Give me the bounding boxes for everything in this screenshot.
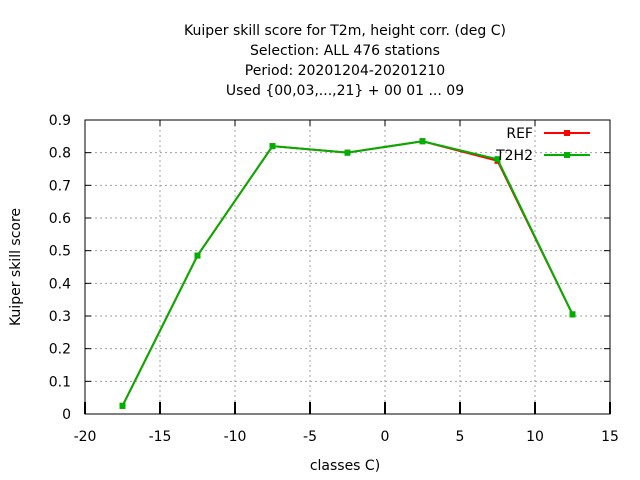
chart-title: Kuiper skill score for T2m, height corr.… — [184, 23, 506, 99]
legend-marker — [564, 152, 570, 158]
grid-lines — [85, 120, 610, 414]
data-point-t2h2 — [119, 402, 126, 409]
x-tick-label: -15 — [149, 429, 172, 445]
legend: REF T2H2 — [495, 126, 590, 164]
plot-frame — [84, 119, 611, 415]
x-tick-label: -10 — [224, 429, 247, 445]
legend-marker — [564, 130, 570, 136]
title-line: Period: 20201204-20201210 — [245, 63, 445, 79]
class-boundary-ticks — [84, 402, 611, 414]
y-tick-label: 0.3 — [49, 309, 71, 325]
x-tick-label: 15 — [601, 429, 619, 445]
data-point-t2h2 — [569, 311, 576, 318]
x-tick-labels: -20 -15 -10 -5 0 5 10 15 — [74, 429, 619, 445]
title-line: Selection: ALL 476 stations — [250, 43, 440, 59]
y-tick-label: 0 — [62, 407, 71, 423]
y-tick-label: 0.5 — [49, 244, 71, 260]
data-point-t2h2 — [419, 138, 426, 145]
series-line-t2h2 — [121, 140, 574, 407]
legend-label: REF — [506, 126, 533, 142]
title-line: Used {00,03,...,21} + 00 01 ... 09 — [226, 83, 464, 99]
x-axis-label: classes C) — [310, 458, 380, 474]
x-tick-label: 10 — [526, 429, 544, 445]
y-tick-label: 0.9 — [49, 113, 71, 129]
x-tick-label: 0 — [381, 429, 390, 445]
y-tick-label: 0.2 — [49, 342, 71, 358]
y-tick-label: 0.8 — [49, 146, 71, 162]
series-line-ref — [121, 140, 574, 407]
axis-ticks — [84, 119, 611, 415]
y-tick-label: 0.6 — [49, 211, 71, 227]
x-tick-label: -20 — [74, 429, 97, 445]
data-point-t2h2 — [494, 156, 501, 163]
y-tick-labels: 0 0.1 0.2 0.3 0.4 0.5 0.6 0.7 0.8 0.9 — [49, 113, 71, 423]
data-series — [119, 138, 576, 409]
title-line: Kuiper skill score for T2m, height corr.… — [184, 23, 506, 39]
y-tick-label: 0.7 — [49, 178, 71, 194]
x-tick-label: 5 — [456, 429, 465, 445]
data-point-t2h2 — [194, 252, 201, 259]
y-tick-label: 0.1 — [49, 374, 71, 390]
data-point-t2h2 — [344, 149, 351, 156]
data-point-t2h2 — [269, 143, 276, 150]
legend-label: T2H2 — [495, 148, 533, 164]
y-tick-label: 0.4 — [49, 276, 71, 292]
y-axis-label: Kuiper skill score — [8, 208, 24, 326]
x-tick-label: -5 — [303, 429, 317, 445]
